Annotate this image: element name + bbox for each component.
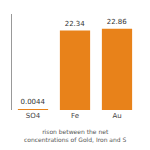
svg-text:22.86: 22.86: [107, 18, 128, 26]
svg-text:0.0044: 0.0044: [20, 98, 45, 106]
svg-text:rison between the netconcentra: rison between the netconcentrations of G…: [24, 128, 127, 143]
svg-text:Au: Au: [112, 112, 121, 120]
svg-text:SO4: SO4: [26, 112, 41, 120]
svg-text:Fe: Fe: [71, 112, 79, 120]
svg-text:22.34: 22.34: [65, 20, 86, 28]
